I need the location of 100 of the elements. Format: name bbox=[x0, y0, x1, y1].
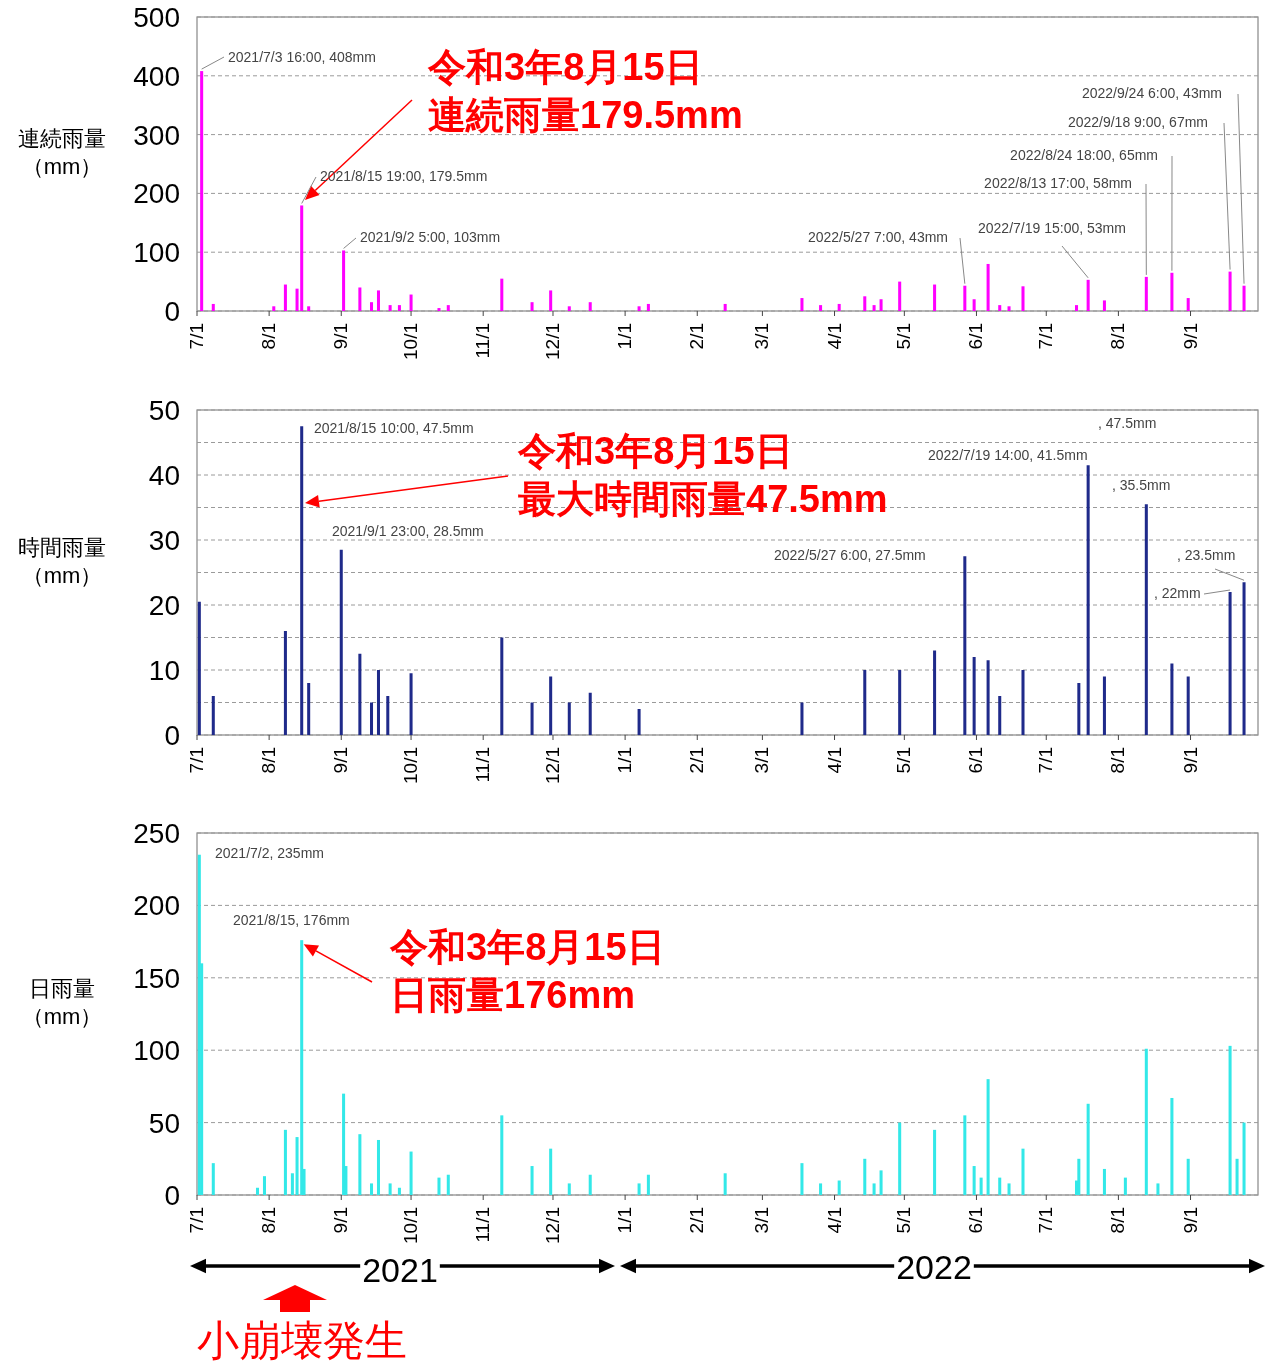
x-tick-label: 7/1 bbox=[186, 747, 207, 774]
x-tick-label: 8/1 bbox=[258, 747, 280, 774]
bar bbox=[1102, 300, 1106, 311]
y-tick-label: 40 bbox=[148, 460, 180, 491]
y-tick-label: 150 bbox=[133, 962, 180, 994]
x-tick-label: 12/1 bbox=[541, 747, 563, 784]
bar bbox=[819, 305, 823, 311]
bar bbox=[388, 305, 392, 311]
x-tick-label: 5/1 bbox=[893, 323, 915, 350]
bar bbox=[300, 205, 304, 311]
bar bbox=[1186, 676, 1190, 735]
y-tick-label: 500 bbox=[133, 2, 180, 33]
bar bbox=[342, 250, 346, 311]
annotation: , 23.5mm bbox=[1177, 547, 1236, 563]
bar bbox=[963, 285, 967, 311]
bar bbox=[283, 631, 287, 735]
annotation: 2021/9/1 23:00, 28.5mm bbox=[332, 523, 484, 539]
x-tick-label: 1/1 bbox=[614, 323, 636, 350]
bar bbox=[500, 1115, 504, 1195]
annotation: 2021/8/15 10:00, 47.5mm bbox=[314, 420, 474, 436]
bar bbox=[963, 1115, 967, 1195]
x-tick-label: 7/1 bbox=[186, 323, 207, 350]
x-tick-label: 1/1 bbox=[614, 747, 636, 774]
bar bbox=[963, 556, 967, 735]
bar bbox=[986, 263, 990, 311]
annotation: 2021/9/2 5:00, 103mm bbox=[360, 229, 501, 245]
y-tick-label: 10 bbox=[148, 655, 180, 686]
bar bbox=[376, 1139, 380, 1195]
x-tick-label: 5/1 bbox=[893, 747, 915, 774]
bar bbox=[588, 1174, 592, 1195]
annotation: 2022/5/27 6:00, 27.5mm bbox=[774, 547, 926, 563]
bar bbox=[800, 298, 804, 311]
bar bbox=[358, 287, 362, 311]
y-tick-label: 0 bbox=[164, 296, 180, 327]
bar bbox=[409, 1151, 413, 1195]
bar bbox=[369, 702, 374, 735]
text: 2022 bbox=[896, 1248, 972, 1286]
bar bbox=[998, 696, 1002, 735]
bar bbox=[872, 1183, 876, 1195]
bar bbox=[898, 281, 902, 311]
bar bbox=[200, 71, 204, 311]
y-tick-label: 200 bbox=[133, 890, 180, 922]
bar bbox=[307, 683, 311, 735]
bar bbox=[197, 601, 201, 735]
bar bbox=[1242, 285, 1246, 311]
x-tick-label: 6/1 bbox=[965, 1207, 987, 1234]
bar bbox=[1228, 592, 1232, 735]
bar bbox=[300, 940, 304, 1195]
bar bbox=[339, 549, 343, 735]
x-tick-label: 7/1 bbox=[1035, 747, 1057, 774]
bar bbox=[1170, 1097, 1174, 1195]
text: 小崩壊発生 bbox=[197, 1317, 407, 1362]
bar bbox=[567, 1183, 571, 1195]
y-tick-label: 250 bbox=[133, 818, 180, 849]
bar bbox=[588, 692, 592, 735]
bar bbox=[530, 1166, 534, 1195]
bar bbox=[1242, 582, 1246, 735]
bar bbox=[872, 305, 876, 311]
x-tick-label: 2/1 bbox=[686, 1207, 708, 1234]
bar bbox=[388, 1183, 392, 1195]
x-tick-label: 11/1 bbox=[472, 1207, 494, 1243]
bar bbox=[1186, 298, 1190, 311]
x-tick-label: 8/1 bbox=[1107, 1207, 1129, 1234]
bar bbox=[723, 1173, 727, 1195]
annotation: 令和3年8月15日日雨量176mm bbox=[389, 926, 665, 1016]
annotation: 2021/7/2, 235mm bbox=[215, 845, 324, 861]
y-axis-title: 時間雨量（mm） bbox=[18, 534, 106, 588]
bar bbox=[646, 1174, 650, 1195]
bar bbox=[723, 303, 727, 311]
annotation: , 22mm bbox=[1154, 585, 1201, 601]
bar bbox=[358, 1134, 362, 1195]
bar bbox=[549, 676, 553, 735]
bar bbox=[290, 1173, 294, 1195]
bar bbox=[800, 1163, 804, 1195]
bar bbox=[637, 306, 641, 311]
bar bbox=[567, 702, 571, 735]
bar bbox=[1021, 670, 1025, 735]
bar bbox=[1144, 504, 1148, 735]
x-tick-label: 6/1 bbox=[965, 747, 987, 774]
bar bbox=[1156, 1183, 1160, 1195]
bar bbox=[376, 290, 380, 311]
annotation: 2022/8/24 18:00, 65mm bbox=[1010, 147, 1158, 163]
bar bbox=[397, 305, 401, 311]
bar bbox=[386, 696, 390, 735]
bar bbox=[863, 1158, 867, 1195]
y-axis-title: 日雨量（mm） bbox=[21, 976, 103, 1029]
x-tick-label: 9/1 bbox=[1179, 323, 1201, 350]
bar bbox=[283, 284, 287, 311]
x-tick-label: 8/1 bbox=[1107, 747, 1129, 774]
bar bbox=[837, 303, 841, 311]
bar bbox=[863, 670, 867, 735]
x-tick-label: 10/1 bbox=[400, 1207, 422, 1244]
bar bbox=[819, 1183, 823, 1195]
annotation: 2022/7/19 15:00, 53mm bbox=[978, 220, 1126, 236]
bar bbox=[358, 653, 362, 735]
bar bbox=[549, 290, 553, 311]
bar bbox=[1086, 465, 1090, 735]
bar bbox=[446, 305, 450, 311]
bar bbox=[986, 660, 990, 735]
y-tick-label: 400 bbox=[133, 60, 180, 92]
